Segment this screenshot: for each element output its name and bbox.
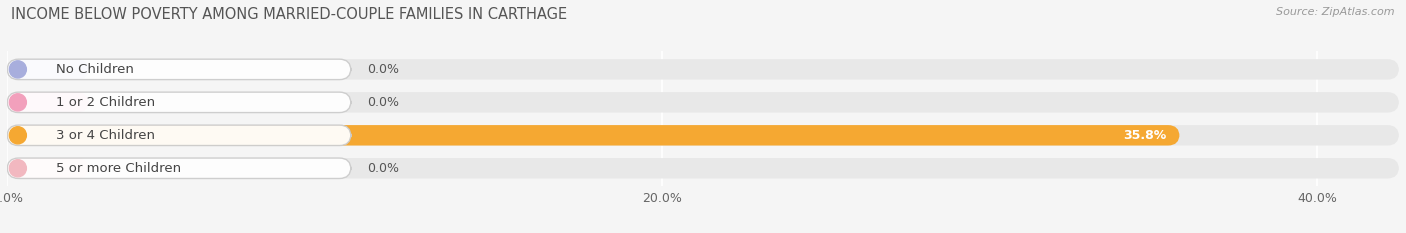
FancyBboxPatch shape [7,92,351,113]
Text: 0.0%: 0.0% [367,96,399,109]
Text: Source: ZipAtlas.com: Source: ZipAtlas.com [1277,7,1395,17]
FancyBboxPatch shape [7,92,89,113]
Circle shape [10,94,27,111]
FancyBboxPatch shape [7,59,89,80]
FancyBboxPatch shape [7,158,89,178]
Text: 5 or more Children: 5 or more Children [56,162,181,175]
Text: 3 or 4 Children: 3 or 4 Children [56,129,155,142]
FancyBboxPatch shape [7,59,351,80]
FancyBboxPatch shape [7,125,1399,146]
FancyBboxPatch shape [7,59,1399,80]
Text: 0.0%: 0.0% [367,162,399,175]
FancyBboxPatch shape [7,92,1399,113]
FancyBboxPatch shape [7,125,351,146]
Circle shape [10,61,27,78]
Text: INCOME BELOW POVERTY AMONG MARRIED-COUPLE FAMILIES IN CARTHAGE: INCOME BELOW POVERTY AMONG MARRIED-COUPL… [11,7,568,22]
FancyBboxPatch shape [7,158,351,178]
Text: 1 or 2 Children: 1 or 2 Children [56,96,155,109]
Circle shape [10,160,27,177]
FancyBboxPatch shape [7,158,1399,178]
Circle shape [10,127,27,144]
Text: No Children: No Children [56,63,134,76]
FancyBboxPatch shape [7,125,1180,146]
Text: 35.8%: 35.8% [1123,129,1167,142]
Text: 0.0%: 0.0% [367,63,399,76]
